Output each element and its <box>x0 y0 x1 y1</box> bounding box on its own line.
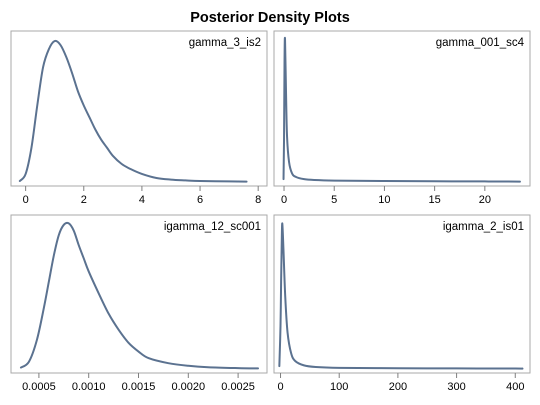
panel-frame <box>273 30 531 187</box>
x-tick-label: 0.0025 <box>221 381 255 393</box>
series-label: gamma_3_is2 <box>189 37 261 49</box>
series-label: gamma_001_sc4 <box>436 37 525 49</box>
x-tick-label: 10 <box>378 194 390 206</box>
x-tick-label: 0.0015 <box>122 381 156 393</box>
density-panel: gamma_3_is2 0 2 4 6 8 <box>10 30 268 206</box>
x-tick-label: 100 <box>330 381 348 393</box>
x-tick-label: 6 <box>197 194 203 206</box>
density-curve <box>18 39 248 183</box>
density-panel: igamma_12_sc001 0.0005 0.0010 0.0015 0.0020 0… <box>10 214 268 393</box>
x-tick-label: 0.0010 <box>72 381 106 393</box>
series-label: igamma_12_sc001 <box>164 221 261 233</box>
panel-grid: gamma_3_is2 0 2 4 6 8 gamma_001_sc4 0 5 10 15 20 iga… <box>10 30 531 393</box>
panel-frame <box>10 30 268 187</box>
x-tick-label: 0.0005 <box>22 381 56 393</box>
x-tick-label: 20 <box>479 194 491 206</box>
panel-frame <box>273 214 531 374</box>
density-panel: igamma_2_is01 0 100 200 300 400 <box>273 214 531 393</box>
density-panel: gamma_001_sc4 0 5 10 15 20 <box>273 30 531 206</box>
figure-title: Posterior Density Plots <box>190 10 350 26</box>
x-tick-label: 5 <box>331 194 337 206</box>
density-curve <box>282 36 521 183</box>
x-tick-label: 0 <box>281 194 287 206</box>
x-tick-label: 0 <box>23 194 29 206</box>
x-tick-label: 15 <box>429 194 441 206</box>
x-tick-label: 0 <box>277 381 283 393</box>
x-tick-label: 2 <box>81 194 87 206</box>
x-tick-label: 0.0020 <box>171 381 205 393</box>
x-tick-label: 400 <box>506 381 524 393</box>
x-tick-label: 4 <box>139 194 145 206</box>
density-curve <box>19 221 260 370</box>
density-curve <box>278 222 524 370</box>
series-label: igamma_2_is01 <box>443 221 524 233</box>
panel-frame <box>10 214 268 374</box>
x-tick-label: 200 <box>389 381 407 393</box>
x-tick-label: 8 <box>255 194 261 206</box>
x-tick-label: 300 <box>447 381 465 393</box>
